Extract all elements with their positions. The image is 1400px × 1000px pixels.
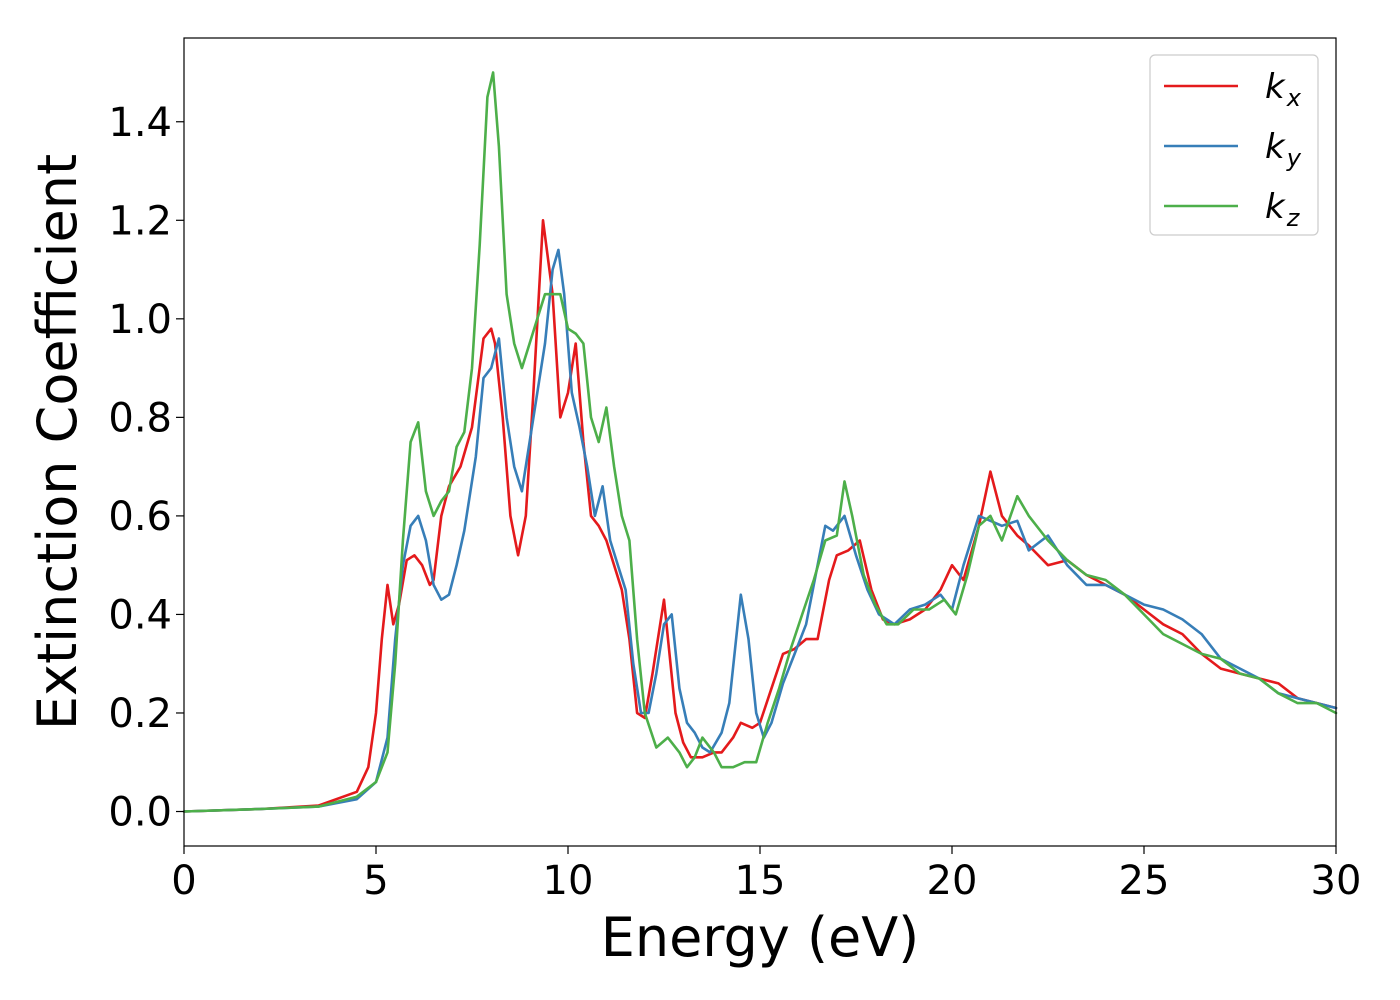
- y-tick-label: 0.8: [108, 395, 172, 441]
- y-tick-label: 1.2: [108, 198, 172, 244]
- y-tick-label: 1.4: [108, 100, 172, 146]
- x-axis: 0 5 10 15 20 25 30: [171, 846, 1361, 904]
- legend-label-ky: ky: [1265, 127, 1302, 172]
- series-layer: [182, 71, 1338, 813]
- x-tick-label: 15: [735, 858, 786, 904]
- y-tick-label: 1.0: [108, 297, 172, 343]
- legend-label-kz: kz: [1265, 187, 1301, 232]
- legend-label-kx: kx: [1265, 67, 1302, 112]
- x-tick-label: 30: [1311, 858, 1362, 904]
- x-tick-label: 20: [927, 858, 978, 904]
- series-line-kx: [182, 219, 1338, 813]
- x-tick-label: 5: [363, 858, 388, 904]
- x-tick-label: 25: [1119, 858, 1170, 904]
- y-axis-label: Extinction Coefficient: [26, 154, 89, 730]
- x-tick-label: 10: [543, 858, 594, 904]
- y-tick-label: 0.0: [108, 790, 172, 836]
- y-axis: 0.0 0.2 0.4 0.6 0.8 1.0 1.2 1.4: [108, 100, 184, 836]
- y-tick-label: 0.6: [108, 494, 172, 540]
- y-tick-label: 0.4: [108, 592, 172, 638]
- x-tick-label: 0: [171, 858, 196, 904]
- x-axis-label: Energy (eV): [601, 906, 920, 969]
- series-line-kz: [182, 71, 1338, 813]
- y-tick-label: 0.2: [108, 691, 172, 737]
- series-line-ky: [182, 248, 1338, 813]
- legend: kx ky kz: [1149, 54, 1319, 236]
